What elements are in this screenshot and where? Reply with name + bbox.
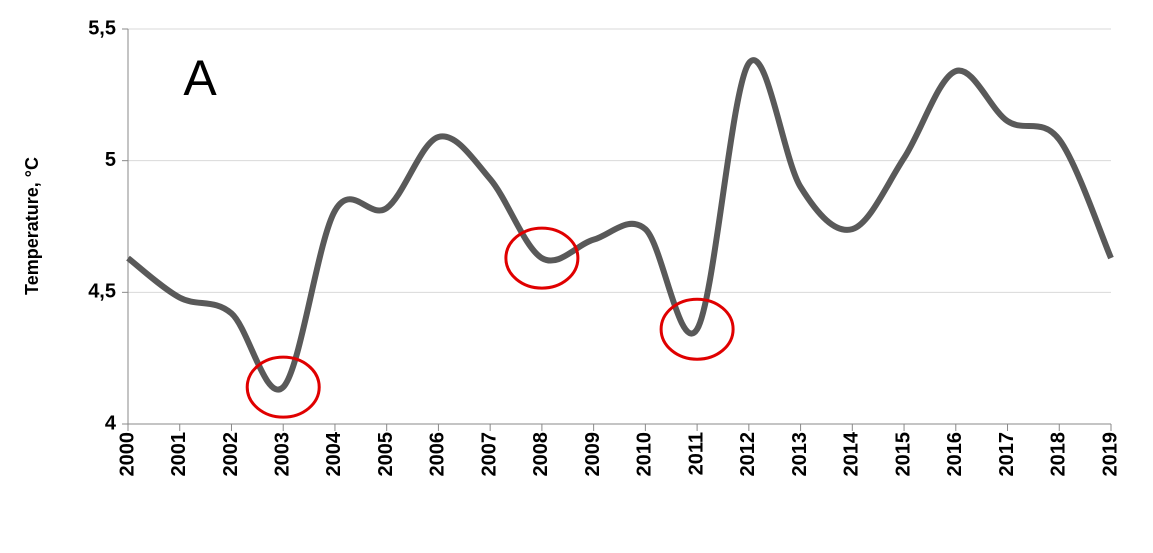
x-tick-label: 2008 — [530, 432, 552, 477]
highlight-circle — [504, 226, 580, 290]
y-tick-label: 5 — [105, 149, 116, 171]
y-tick-label: 5,5 — [88, 17, 116, 39]
panel-label: A — [183, 50, 217, 106]
x-tick-label: 2017 — [996, 432, 1018, 477]
x-tick-label: 2013 — [789, 432, 811, 477]
y-tick-label: 4 — [105, 412, 117, 434]
x-tick-label: 2019 — [1099, 432, 1121, 477]
x-tick-label: 2018 — [1048, 432, 1070, 477]
x-tick-label: 2002 — [220, 432, 242, 477]
highlight-circle — [245, 355, 321, 419]
x-tick-label: 2003 — [271, 432, 293, 477]
y-tick-label: 4,5 — [88, 281, 116, 303]
x-tick-label: 2004 — [323, 431, 345, 476]
x-tick-label: 2006 — [427, 432, 449, 477]
highlight-circle — [659, 297, 735, 361]
line-series — [126, 57, 1114, 393]
x-tick-label: 2000 — [116, 432, 138, 477]
x-tick-label: 2007 — [478, 432, 500, 477]
x-tick-label: 2015 — [892, 432, 914, 477]
x-tick-label: 2009 — [582, 432, 604, 477]
x-tick-label: 2011 — [685, 432, 707, 475]
x-tick-label: 2012 — [737, 432, 759, 477]
x-tick-label: 2001 — [168, 432, 190, 477]
x-tick-label: 2005 — [375, 432, 397, 477]
x-tick-label: 2016 — [944, 432, 966, 477]
x-tick-label: 2010 — [634, 432, 656, 477]
x-tick-label: 2014 — [841, 431, 863, 476]
y-axis-label: Temperature, °C — [22, 157, 42, 295]
